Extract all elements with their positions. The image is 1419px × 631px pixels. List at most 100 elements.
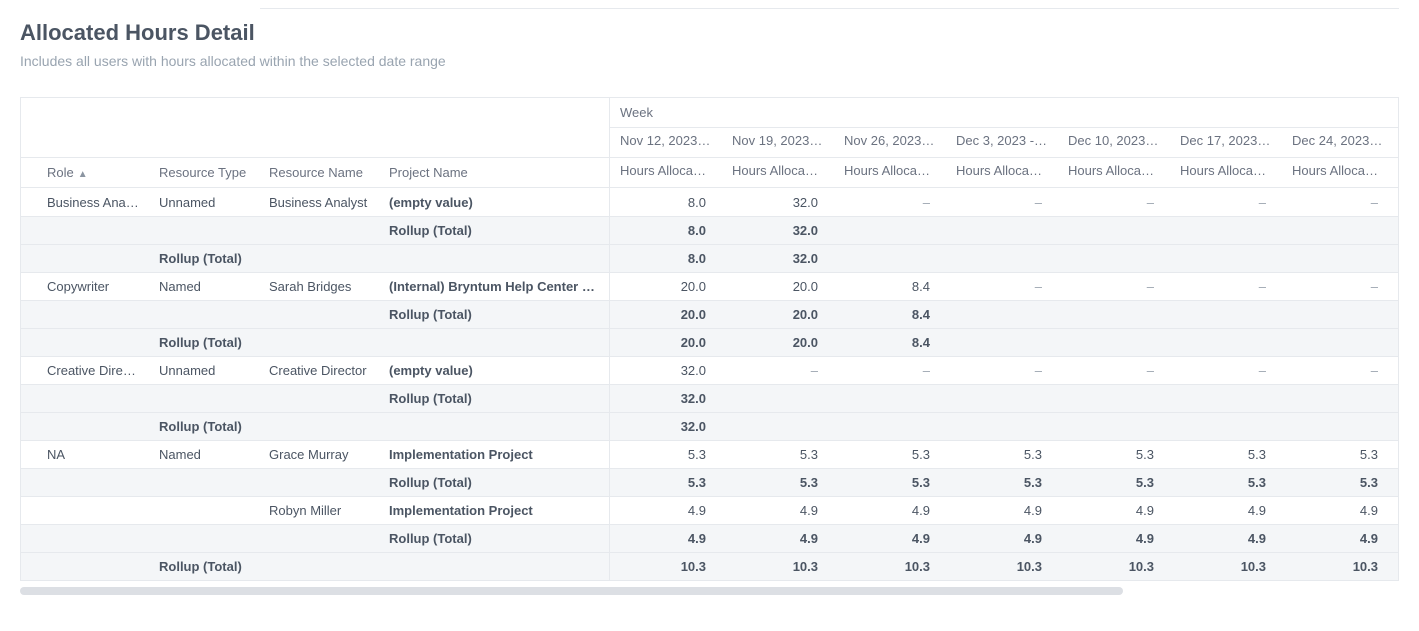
hours-cell: 20.0 xyxy=(722,330,834,355)
hours-cell: 20.0 xyxy=(722,274,834,299)
col-header-hours-allocated[interactable]: Hours Allocated xyxy=(1170,158,1282,187)
hours-cell: – xyxy=(1282,274,1394,299)
hours-cell xyxy=(1282,394,1394,404)
hours-cell xyxy=(1058,310,1170,320)
hours-cell: 32.0 xyxy=(610,386,722,411)
hours-cell xyxy=(834,226,946,236)
hours-cell xyxy=(1170,254,1282,264)
hours-cell xyxy=(1170,310,1282,320)
hours-cell: 4.9 xyxy=(1282,526,1394,551)
table-row: 20.020.08.4–––– xyxy=(610,272,1398,300)
hours-cell: 5.3 xyxy=(946,470,1058,495)
horizontal-scrollbar[interactable] xyxy=(20,587,1399,597)
hours-cell: 4.9 xyxy=(722,498,834,523)
table-row: 20.020.08.4 xyxy=(610,328,1398,356)
hours-cell xyxy=(1282,422,1394,432)
page-title: Allocated Hours Detail xyxy=(20,20,1399,46)
hours-cell: 4.9 xyxy=(1170,498,1282,523)
rollup-label: Rollup (Total) xyxy=(379,526,609,551)
hours-cell xyxy=(946,394,1058,404)
project-name: (empty value) xyxy=(379,358,609,383)
hours-cell: 5.3 xyxy=(1170,442,1282,467)
hours-cell: 4.9 xyxy=(1058,526,1170,551)
col-header-week[interactable]: Dec 3, 2023 -… xyxy=(946,128,1058,157)
hours-cell: 5.3 xyxy=(610,470,722,495)
hours-cell xyxy=(1058,338,1170,348)
hours-cell: – xyxy=(1282,358,1394,383)
project-name: (Internal) Bryntum Help Center Rew… xyxy=(379,274,609,299)
scrollbar-thumb[interactable] xyxy=(20,587,1123,595)
hours-cell: 20.0 xyxy=(610,274,722,299)
col-header-week[interactable]: Dec 24, 2023 … xyxy=(1282,128,1394,157)
table-row: NANamedGrace MurrayImplementation Projec… xyxy=(21,440,609,468)
hours-cell: – xyxy=(1170,190,1282,215)
col-header-week[interactable]: Nov 19, 2023… xyxy=(722,128,834,157)
hours-cell: – xyxy=(946,274,1058,299)
hours-cell: – xyxy=(1058,190,1170,215)
hours-cell: – xyxy=(1170,274,1282,299)
col-header-hours-allocated[interactable]: Hours Allocated xyxy=(1058,158,1170,187)
sort-asc-icon: ▲ xyxy=(78,169,88,180)
col-header-project-name[interactable]: Project Name xyxy=(379,160,609,185)
hours-cell: 32.0 xyxy=(610,414,722,439)
hours-cell: 5.3 xyxy=(1058,442,1170,467)
col-header-hours-allocated[interactable]: Hours Allocated xyxy=(722,158,834,187)
col-header-hours-allocated[interactable]: Hours Allocated xyxy=(834,158,946,187)
table-row: Rollup (Total) xyxy=(21,468,609,496)
hours-cell: 32.0 xyxy=(722,190,834,215)
hours-cell: 4.9 xyxy=(722,526,834,551)
hours-cell: – xyxy=(1282,190,1394,215)
hours-cell xyxy=(946,422,1058,432)
hours-cell xyxy=(946,338,1058,348)
hours-cell: 8.4 xyxy=(834,330,946,355)
col-header-week[interactable]: Nov 12, 2023… xyxy=(610,128,722,157)
hours-cell: 4.9 xyxy=(834,526,946,551)
hours-cell xyxy=(1058,394,1170,404)
hours-cell: 8.4 xyxy=(834,274,946,299)
table-row: Rollup (Total) xyxy=(21,552,609,580)
col-header-hours-allocated[interactable]: Hours Allocated xyxy=(1282,158,1394,187)
project-name: Implementation Project xyxy=(379,498,609,523)
hours-cell: 4.9 xyxy=(1058,498,1170,523)
hours-cell: – xyxy=(834,190,946,215)
hours-cell: – xyxy=(1170,358,1282,383)
hours-cell: 5.3 xyxy=(722,470,834,495)
hours-cell: – xyxy=(946,358,1058,383)
col-header-hours-allocated[interactable]: Hours Allocated xyxy=(610,158,722,187)
hours-cell: 5.3 xyxy=(722,442,834,467)
hours-cell: 4.9 xyxy=(946,498,1058,523)
table-row: 32.0 xyxy=(610,412,1398,440)
hours-cell xyxy=(1170,394,1282,404)
table-row: Rollup (Total) xyxy=(21,300,609,328)
table-row: 32.0–––––– xyxy=(610,356,1398,384)
col-header-week[interactable]: Dec 17, 2023 … xyxy=(1170,128,1282,157)
hours-cell: 5.3 xyxy=(610,442,722,467)
hours-cell xyxy=(1282,226,1394,236)
page-subtitle: Includes all users with hours allocated … xyxy=(20,53,1399,69)
col-header-role[interactable]: Role▲ xyxy=(21,160,149,185)
hours-cell: – xyxy=(722,358,834,383)
hours-cell xyxy=(1170,422,1282,432)
hours-cell xyxy=(834,394,946,404)
col-header-resource-type[interactable]: Resource Type xyxy=(149,160,259,185)
hours-cell: 5.3 xyxy=(1282,470,1394,495)
hours-cell: 4.9 xyxy=(610,526,722,551)
col-header-resource-name[interactable]: Resource Name xyxy=(259,160,379,185)
table-row: 5.35.35.35.35.35.35.3 xyxy=(610,468,1398,496)
col-header-week[interactable]: Nov 26, 2023… xyxy=(834,128,946,157)
hours-cell: 8.0 xyxy=(610,190,722,215)
hours-cell: – xyxy=(1058,274,1170,299)
hours-cell xyxy=(946,310,1058,320)
col-header-week[interactable]: Dec 10, 2023 … xyxy=(1058,128,1170,157)
hours-cell xyxy=(1170,338,1282,348)
table-row: 4.94.94.94.94.94.94.9 xyxy=(610,524,1398,552)
hours-cell: – xyxy=(1058,358,1170,383)
table-row: Rollup (Total) xyxy=(21,216,609,244)
col-header-hours-allocated[interactable]: Hours Allocated xyxy=(946,158,1058,187)
table-row: Rollup (Total) xyxy=(21,384,609,412)
hours-cell: 10.3 xyxy=(722,554,834,579)
hours-cell: 4.9 xyxy=(1282,498,1394,523)
rollup-label: Rollup (Total) xyxy=(379,470,609,495)
hours-cell: 5.3 xyxy=(1282,442,1394,467)
hours-cell xyxy=(722,394,834,404)
